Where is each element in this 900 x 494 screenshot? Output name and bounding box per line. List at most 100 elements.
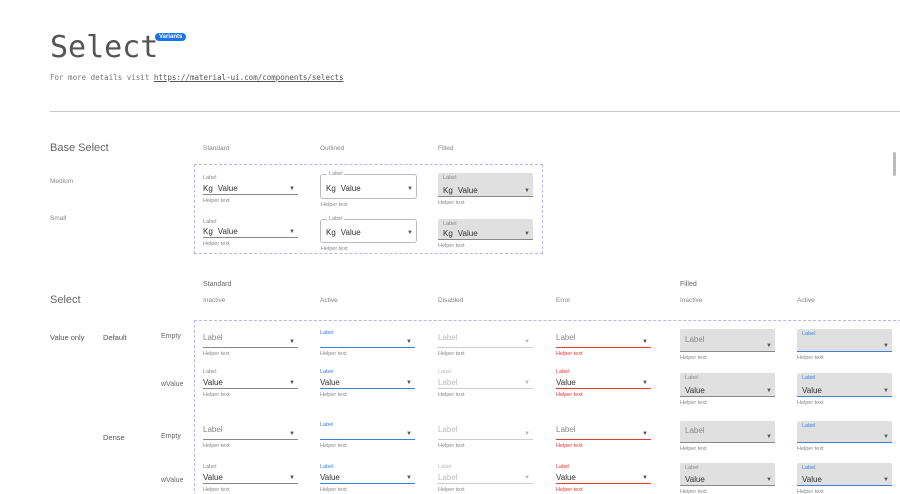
field-label: Label [556, 369, 570, 375]
field-value: Value [203, 378, 223, 387]
caret-down-icon[interactable]: ▼ [883, 434, 889, 440]
select-field[interactable]: Label ▼ Helper text [680, 421, 775, 452]
group-standard: Standard [203, 281, 232, 288]
select-field[interactable]: Label Value ▼ Helper text [680, 373, 775, 406]
caret-down-icon[interactable]: ▼ [642, 431, 648, 437]
select-field[interactable]: Label Kg Value ▼ Helper text [203, 219, 298, 247]
caret-down-icon[interactable]: ▼ [524, 475, 530, 481]
helper-text: Helper text [320, 487, 347, 493]
field-placeholder: Label [438, 333, 458, 342]
caret-down-icon[interactable]: ▼ [642, 380, 648, 386]
select-field[interactable]: Label Kg Value ▼ Helper text [438, 173, 533, 206]
caret-down-icon[interactable]: ▼ [406, 380, 412, 386]
docs-link[interactable]: https://material-ui.com/components/selec… [153, 73, 344, 82]
field-label: Label [556, 464, 570, 470]
select-field[interactable]: Label Kg Value ▼ Helper text [320, 216, 417, 252]
select-field[interactable]: Label ▼ Helper text [797, 329, 892, 361]
select-field[interactable]: Label Kg Value ▼ Helper text [320, 171, 417, 208]
select-field[interactable]: Label ▼ Helper text [556, 330, 651, 357]
field-underline [320, 482, 415, 484]
caret-down-icon[interactable]: ▼ [524, 431, 530, 437]
select-field: Label ▼ Helper text [438, 330, 533, 357]
helper-text: Helper text [680, 355, 707, 361]
caret-down-icon[interactable]: ▼ [289, 339, 295, 345]
caret-down-icon[interactable]: ▼ [883, 388, 889, 394]
caret-down-icon[interactable]: ▼ [766, 477, 772, 483]
caret-down-icon[interactable]: ▼ [642, 475, 648, 481]
field-value: Label [438, 473, 458, 482]
select-field[interactable]: Label Value ▼ Helper text [203, 369, 298, 398]
field-label: Label [203, 369, 217, 375]
field-label: Label [320, 464, 334, 470]
helper-text: Helper text [438, 351, 465, 357]
select-field[interactable]: Label ▼ Helper text [680, 329, 775, 361]
select-field[interactable]: Label ▼ Helper text [320, 422, 415, 449]
field-label: Label [802, 375, 816, 381]
select-field[interactable]: Label Value ▼ Helper text [680, 463, 775, 494]
field-label: Label [327, 171, 345, 177]
caret-down-icon[interactable]: ▼ [289, 229, 295, 235]
field-underline [320, 346, 415, 348]
caret-down-icon[interactable]: ▼ [524, 339, 530, 345]
caret-down-icon[interactable]: ▼ [766, 434, 772, 440]
field-value-text: Value [217, 184, 238, 193]
caret-down-icon[interactable]: ▼ [407, 230, 413, 236]
select-field[interactable]: Label ▼ Helper text [797, 421, 892, 452]
field-value: Kg Value [326, 184, 361, 193]
caret-down-icon[interactable]: ▼ [883, 477, 889, 483]
select-field[interactable]: Label Value ▼ Helper text [203, 464, 298, 493]
select-field[interactable]: Label Value ▼ Helper text [320, 369, 415, 398]
select-field[interactable]: Label Kg Value ▼ Helper text [203, 175, 298, 204]
field-label: Label [203, 175, 217, 181]
select-field[interactable]: Label Value ▼ Helper text [797, 463, 892, 494]
field-value: Kg Value [443, 229, 478, 238]
caret-down-icon[interactable]: ▼ [766, 343, 772, 349]
helper-text: Helper text [438, 487, 465, 493]
select-field[interactable]: Label Kg Value ▼ Helper text [438, 219, 533, 249]
caret-down-icon[interactable]: ▼ [406, 339, 412, 345]
select-field[interactable]: Label Value ▼ Helper text [556, 369, 651, 398]
select-heading: Select [50, 294, 81, 306]
select-field[interactable]: Label ▼ Helper text [203, 422, 298, 449]
group-filled: Filled [680, 281, 697, 288]
select-field[interactable]: Label Value ▼ Helper text [320, 464, 415, 493]
caret-down-icon[interactable]: ▼ [289, 380, 295, 386]
caret-down-icon[interactable]: ▼ [524, 188, 530, 194]
field-underline [438, 439, 533, 440]
select-field[interactable]: Label ▼ Helper text [320, 330, 415, 357]
caret-down-icon[interactable]: ▼ [407, 186, 413, 192]
caret-down-icon[interactable]: ▼ [642, 339, 648, 345]
caret-down-icon[interactable]: ▼ [289, 475, 295, 481]
select-field[interactable]: Label ▼ Helper text [556, 422, 651, 449]
select-field[interactable]: Label ▼ Helper text [203, 330, 298, 357]
field-value: Kg Value [443, 186, 478, 195]
caret-down-icon[interactable]: ▼ [406, 431, 412, 437]
helper-text: Helper text [438, 443, 465, 449]
subtitle: For more details visit https://material-… [50, 73, 344, 82]
caret-down-icon[interactable]: ▼ [524, 380, 530, 386]
caret-down-icon[interactable]: ▼ [289, 186, 295, 192]
field-value-text: Value [217, 227, 238, 236]
select-field[interactable]: Label Value ▼ Helper text [556, 464, 651, 493]
base-variants-frame [194, 164, 543, 254]
caret-down-icon[interactable]: ▼ [883, 343, 889, 349]
field-prefix: Kg [443, 229, 453, 238]
field-underline [680, 485, 775, 486]
caret-down-icon[interactable]: ▼ [766, 388, 772, 394]
field-label: Label [203, 464, 217, 470]
field-label: Label [320, 369, 334, 375]
field-underline [797, 350, 892, 352]
field-underline [203, 237, 298, 238]
caret-down-icon[interactable]: ▼ [289, 431, 295, 437]
select-field[interactable]: Label Value ▼ Helper text [797, 373, 892, 406]
caret-down-icon[interactable]: ▼ [524, 231, 530, 237]
scrollbar-thumb[interactable] [893, 152, 896, 176]
caret-down-icon[interactable]: ▼ [406, 475, 412, 481]
col-filled: Filled [438, 145, 454, 152]
row-state-empty: Empty [161, 433, 181, 440]
field-prefix: Kg [443, 186, 453, 195]
field-value-text: Value [340, 184, 361, 193]
field-label: Label [438, 464, 452, 470]
select-field: Label Label ▼ Helper text [438, 369, 533, 398]
field-value: Kg Value [203, 227, 238, 236]
